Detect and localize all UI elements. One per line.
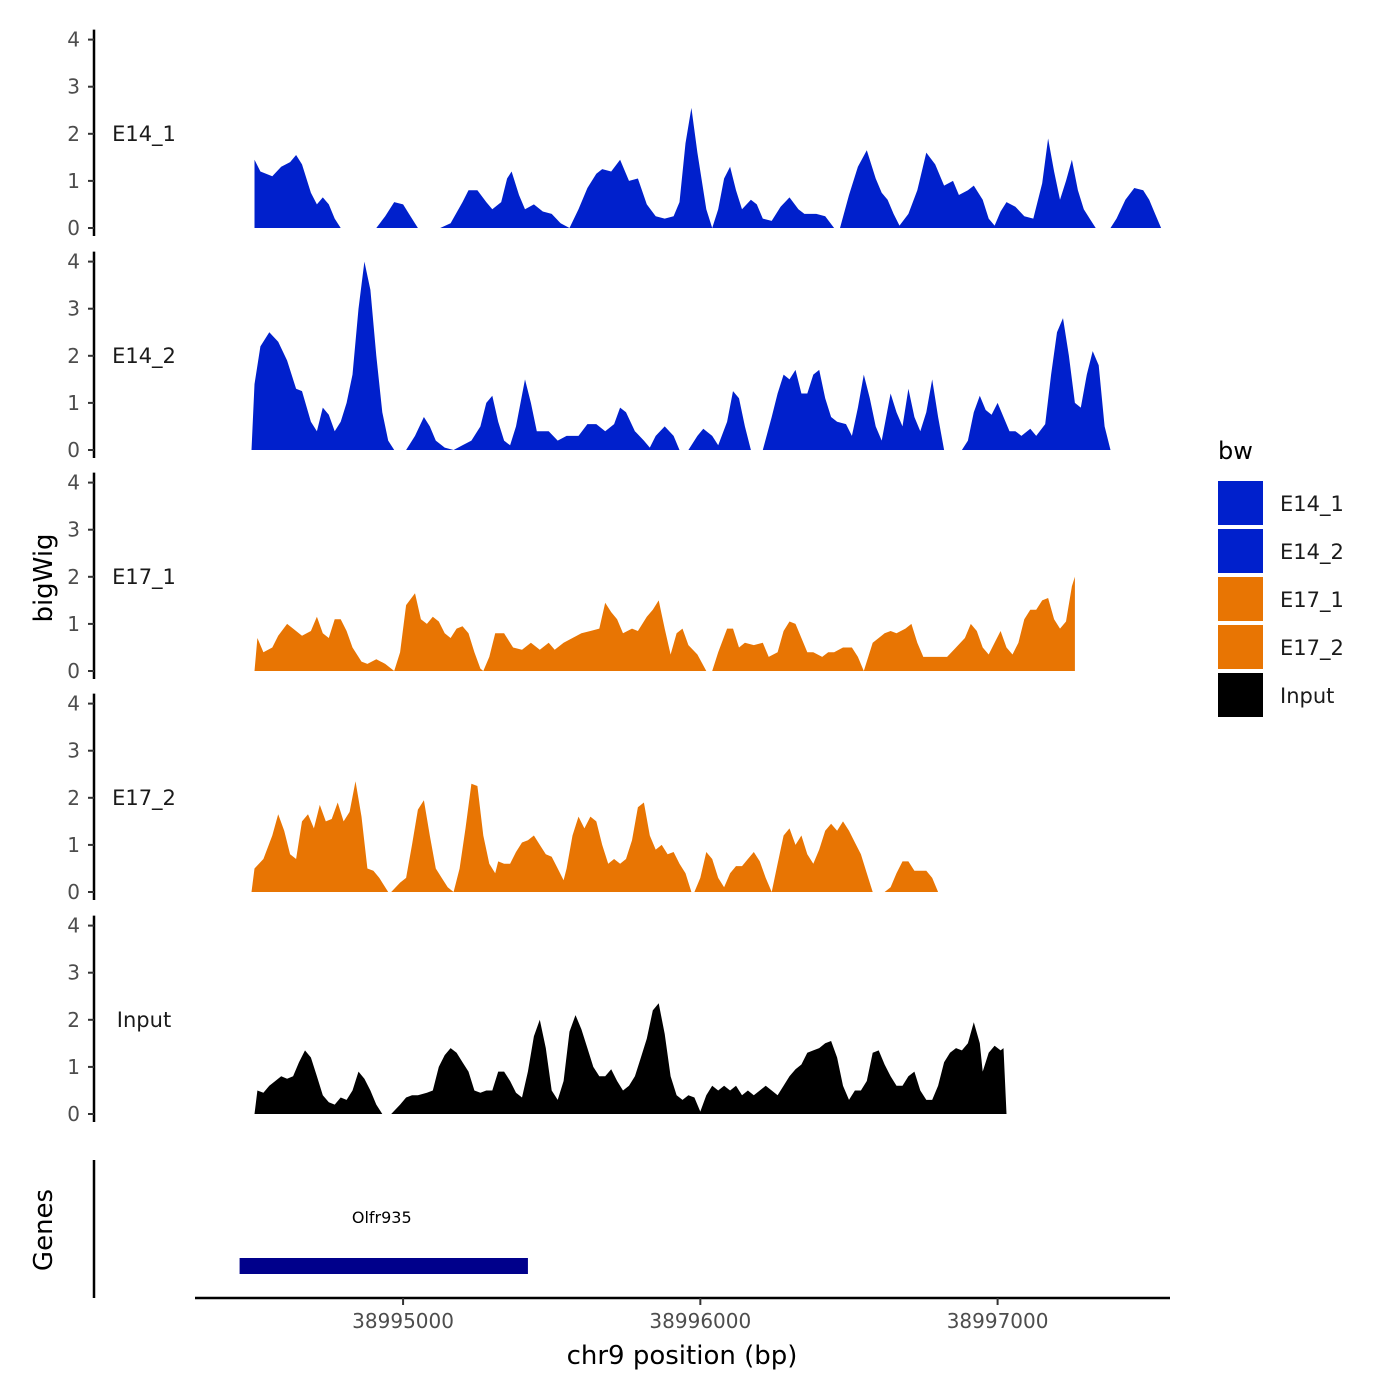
y-tick-label: 3 <box>67 75 80 99</box>
y-tick-label: 3 <box>67 739 80 763</box>
area-segment-e17_2-1 <box>391 783 692 892</box>
area-segment-e14_1-4 <box>1110 188 1162 228</box>
y-axis-title: bigWig <box>29 533 59 622</box>
track-label: Input <box>117 1008 171 1032</box>
y-tick-label: 0 <box>67 880 80 904</box>
x-axis-title: chr9 position (bp) <box>567 1341 798 1371</box>
track-e17_2: 0 1 2 3 4 E17_2 <box>67 692 939 904</box>
area-segment-e14_1-2 <box>440 107 835 228</box>
area-segment-e17_2-2 <box>694 821 873 892</box>
x-tick-label: 38997000 <box>947 1309 1049 1333</box>
y-tick-label: 1 <box>67 833 80 857</box>
legend-swatch-input <box>1218 673 1263 717</box>
legend-title: bw <box>1218 437 1253 465</box>
signal-tracks: 0 1 2 3 4 E14_1 0 1 2 3 4 E14_2 0 1 2 3 4 E17_1 0 1 2 3 4 E17_2… <box>67 28 1162 1126</box>
track-label: E14_1 <box>112 122 176 147</box>
area-segment-e14_1-3 <box>840 138 1096 228</box>
track-input: 0 1 2 3 4 Input <box>67 914 1007 1126</box>
y-tick-label: 0 <box>67 659 80 683</box>
y-tick-label: 2 <box>67 786 80 810</box>
legend-label-e14_2: E14_2 <box>1280 540 1344 565</box>
y-tick-label: 3 <box>67 961 80 985</box>
area-segment-e17_1-1 <box>712 576 1075 671</box>
x-tick-label: 38995000 <box>352 1309 454 1333</box>
legend-swatch-e17_1 <box>1218 577 1263 621</box>
legend-label-input: Input <box>1280 684 1334 708</box>
track-label: E14_2 <box>112 344 176 369</box>
y-tick-label: 4 <box>67 914 80 938</box>
area-segment-e14_2-4 <box>961 318 1111 450</box>
y-tick-label: 4 <box>67 250 80 274</box>
x-tick-label: 38996000 <box>649 1309 751 1333</box>
area-segment-e14_2-0 <box>251 261 395 450</box>
y-tick-label: 2 <box>67 344 80 368</box>
track-label: E17_2 <box>112 786 176 811</box>
y-tick-label: 1 <box>67 612 80 636</box>
gene-track: Olfr935 <box>92 1160 528 1298</box>
legend-label-e17_2: E17_2 <box>1280 636 1344 661</box>
area-segment-e17_2-0 <box>251 781 389 892</box>
legend-swatch-e14_1 <box>1218 481 1263 525</box>
area-segment-e14_2-1 <box>406 379 680 450</box>
legend-label-e14_1: E14_1 <box>1280 492 1344 517</box>
legend-swatch-e14_2 <box>1218 529 1263 573</box>
area-segment-e14_2-3 <box>762 369 945 450</box>
area-segment-e17_1-0 <box>254 593 707 671</box>
y-tick-label: 1 <box>67 1055 80 1079</box>
y-tick-label: 0 <box>67 438 80 462</box>
area-segment-e17_2-3 <box>884 861 939 892</box>
y-tick-label: 0 <box>67 216 80 240</box>
y-tick-label: 3 <box>67 518 80 542</box>
track-label: E17_1 <box>112 565 176 590</box>
track-e17_1: 0 1 2 3 4 E17_1 <box>67 471 1075 683</box>
y-tick-label: 3 <box>67 297 80 321</box>
track-e14_1: 0 1 2 3 4 E14_1 <box>67 28 1162 240</box>
y-tick-label: 2 <box>67 1008 80 1032</box>
legend-label-e17_1: E17_1 <box>1280 588 1344 613</box>
track-e14_2: 0 1 2 3 4 E14_2 <box>67 250 1111 462</box>
y-tick-label: 4 <box>67 28 80 52</box>
y-tick-label: 0 <box>67 1102 80 1126</box>
y-tick-label: 2 <box>67 565 80 589</box>
area-segment-e14_1-0 <box>254 155 341 228</box>
y-tick-label: 1 <box>67 169 80 193</box>
legend-swatch-e17_2 <box>1218 625 1263 669</box>
gene-bar-olfr935 <box>239 1258 528 1274</box>
area-segment-input-0 <box>254 1050 383 1114</box>
x-axis: 38995000 38996000 38997000 <box>195 1296 1170 1333</box>
y-tick-label: 2 <box>67 122 80 146</box>
gene-label: Olfr935 <box>352 1208 412 1227</box>
area-segment-e14_1-1 <box>376 202 418 228</box>
area-segment-e14_2-2 <box>688 391 751 450</box>
legend: bw E14_1 E14_2 E17_1 E17_2 Input <box>1218 437 1344 717</box>
y-tick-label: 4 <box>67 692 80 716</box>
y-tick-label: 4 <box>67 471 80 495</box>
genes-axis-title: Genes <box>29 1189 59 1271</box>
area-segment-input-1 <box>391 1003 1007 1114</box>
y-tick-label: 1 <box>67 391 80 415</box>
